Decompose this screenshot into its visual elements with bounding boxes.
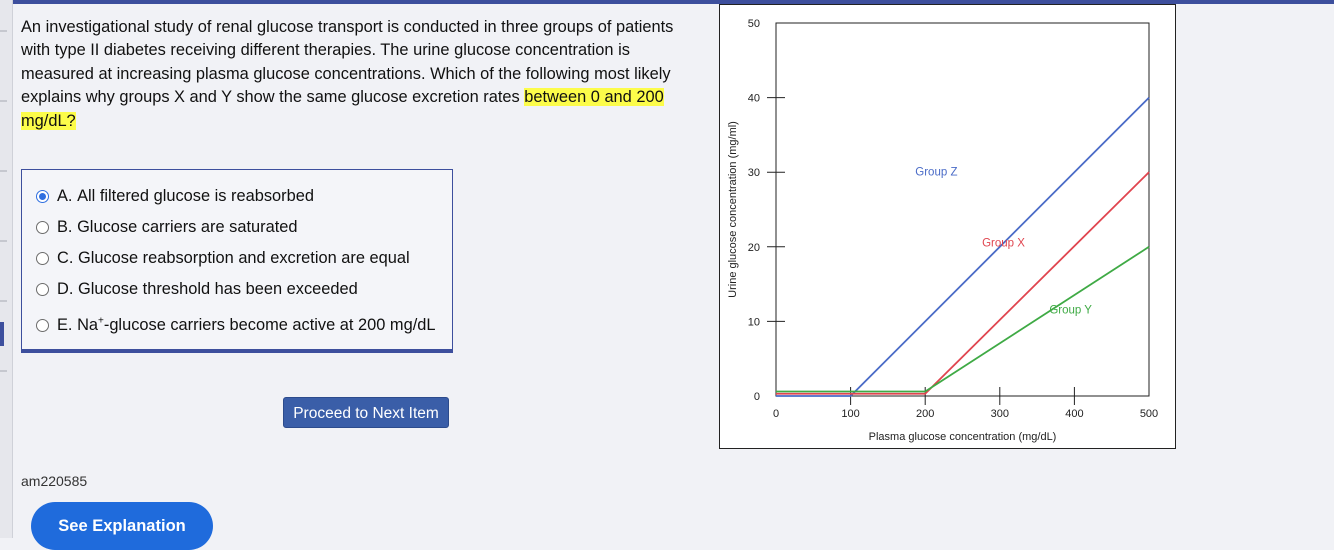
x-tick-label: 0 [773, 408, 779, 420]
rail-divider [0, 370, 7, 372]
answer-option-d[interactable]: D. Glucose threshold has been exceeded [36, 279, 358, 299]
series-line-group-z [776, 96, 1150, 397]
answer-text: Na+-glucose carriers become active at 20… [77, 315, 435, 335]
answer-letter: D. [57, 280, 74, 298]
y-tick-label: 50 [748, 18, 760, 30]
rail-divider [0, 240, 7, 242]
top-accent-bar [0, 0, 1334, 4]
series-label: Group Y [1049, 305, 1092, 317]
y-tick-label: 30 [748, 167, 760, 179]
answer-letter: B. [57, 218, 73, 236]
y-tick-label: 0 [754, 391, 760, 403]
plot-frame [775, 22, 1150, 397]
answer-option-a[interactable]: A. All filtered glucose is reabsorbed [36, 186, 314, 206]
x-tick-label: 400 [1065, 408, 1083, 420]
rail-divider [0, 30, 7, 32]
question-id: am220585 [21, 473, 88, 489]
answer-text-post: -glucose carriers become active at 200 m… [103, 316, 436, 334]
answer-text-sup: + [98, 315, 104, 327]
answer-choices-box: A. All filtered glucose is reabsorbed B.… [21, 169, 453, 353]
left-rail [0, 0, 13, 538]
y-tick-label: 20 [748, 242, 760, 254]
answer-text-pre: Na [77, 316, 99, 334]
radio-icon[interactable] [36, 251, 49, 265]
answer-text: Glucose carriers are saturated [77, 218, 298, 236]
y-tick-label: 10 [748, 316, 760, 328]
see-explanation-button[interactable]: See Explanation [31, 502, 213, 550]
glucose-excretion-chart: 0 100 200 300 400 500 0 10 20 30 40 50 Plasma glucos… [727, 18, 1158, 443]
answer-text: Glucose threshold has been exceeded [77, 280, 358, 298]
proceed-next-button[interactable]: Proceed to Next Item [283, 397, 449, 428]
rail-divider [0, 170, 7, 172]
x-tick-label: 200 [916, 408, 934, 420]
question-text: An investigational study of renal glucos… [21, 18, 674, 107]
question-stem: An investigational study of renal glucos… [21, 16, 701, 133]
x-tick-label: 100 [841, 408, 859, 420]
radio-icon[interactable] [36, 282, 49, 296]
radio-selected-icon[interactable] [36, 189, 49, 203]
chart-figure: 0 100 200 300 400 500 0 10 20 30 40 50 Plasma glucos… [719, 4, 1176, 449]
series-label: Group Z [915, 167, 957, 179]
radio-icon[interactable] [36, 318, 49, 332]
series-label: Group X [982, 238, 1025, 250]
x-axis-label: Plasma glucose concentration (mg/dL) [869, 431, 1057, 443]
answer-letter: A. [57, 187, 73, 205]
answer-text: All filtered glucose is reabsorbed [77, 187, 314, 205]
x-tick-label: 500 [1140, 408, 1158, 420]
rail-divider [0, 300, 7, 302]
answer-letter: C. [57, 249, 74, 267]
answer-letter: E. [57, 316, 73, 334]
rail-current-marker [0, 322, 4, 346]
answer-text: Glucose reabsorption and excretion are e… [77, 249, 410, 267]
answer-option-c[interactable]: C. Glucose reabsorption and excretion ar… [36, 248, 410, 268]
answer-option-b[interactable]: B. Glucose carriers are saturated [36, 217, 298, 237]
y-axis-label: Urine glucose concentration (mg/ml) [727, 121, 739, 298]
series-line-group-y [776, 246, 1150, 393]
answer-option-e[interactable]: E. Na+-glucose carriers become active at… [36, 315, 435, 335]
rail-divider [0, 100, 7, 102]
series-line-group-x [776, 171, 1150, 395]
y-tick-label: 40 [748, 93, 760, 105]
radio-icon[interactable] [36, 220, 49, 234]
x-tick-label: 300 [991, 408, 1009, 420]
